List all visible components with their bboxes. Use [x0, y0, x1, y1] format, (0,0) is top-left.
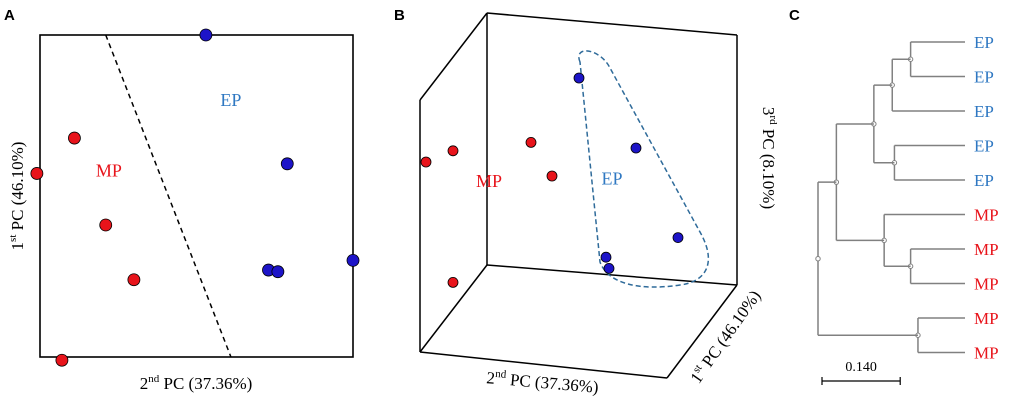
- leaf-label-ep: EP: [974, 171, 994, 190]
- point-mp: [546, 170, 558, 182]
- cube-box: [419, 12, 738, 379]
- leaf-label-mp: MP: [974, 240, 999, 259]
- point-mp: [30, 167, 44, 180]
- leaf-label-mp: MP: [974, 206, 999, 225]
- leaf-label-ep: EP: [974, 68, 994, 87]
- leaf-label-ep: EP: [974, 33, 994, 52]
- point-ep: [600, 251, 612, 263]
- point-ep: [346, 253, 360, 267]
- group-label-ep: EP: [601, 168, 622, 188]
- group-label-mp: MP: [96, 161, 122, 181]
- dendrogram-leaf-labels: EP EP EP EP EP MP MP MP MP MP: [974, 33, 999, 363]
- x-axis-label-b: 2nd PC (37.36%): [486, 367, 600, 397]
- scale-bar-label: 0.140: [845, 360, 877, 375]
- separator-dashed-line: [105, 34, 232, 358]
- y-axis-label-a: 1st PC (46.10%): [7, 142, 27, 251]
- node-marker: [815, 256, 821, 262]
- panel-a-pca-2d: MP EP 2nd PC (37.36%) 1st PC (46.10%): [7, 28, 360, 393]
- point-mp: [447, 276, 459, 288]
- leaf-label-mp: MP: [974, 275, 999, 294]
- x-axis-label-a: 2nd PC (37.36%): [140, 373, 253, 393]
- panel-letter-b: B: [394, 7, 405, 24]
- leaf-label-ep: EP: [974, 137, 994, 156]
- point-mp: [127, 273, 141, 287]
- group-label-mp: MP: [476, 171, 502, 191]
- point-mp: [447, 145, 459, 157]
- point-ep: [271, 265, 285, 279]
- point-mp: [420, 156, 432, 168]
- group-label-ep: EP: [220, 90, 241, 110]
- points-b: [420, 72, 684, 288]
- panel-c-dendrogram: EP EP EP EP EP MP MP MP MP MP 0.140: [815, 33, 999, 385]
- leaf-label-mp: MP: [974, 309, 999, 328]
- point-ep: [630, 142, 642, 154]
- point-mp: [525, 136, 537, 148]
- point-mp: [99, 218, 113, 232]
- point-ep: [199, 28, 213, 42]
- panel-letter-c: C: [789, 7, 800, 24]
- panel-b-pca-3d: MP EP 2nd PC (37.36%) 1st PC (46.10%) 3r…: [419, 12, 779, 397]
- z-axis-label-b: 3rd PC (8.10%): [759, 107, 779, 209]
- panel-letter-a: A: [4, 7, 15, 24]
- points-a: [30, 28, 360, 367]
- leaf-label-mp: MP: [974, 344, 999, 363]
- point-ep: [603, 262, 615, 274]
- ep-cluster-outline: [578, 50, 710, 288]
- point-ep: [672, 232, 684, 244]
- point-ep: [573, 72, 585, 84]
- point-mp: [55, 353, 69, 367]
- point-mp: [68, 131, 81, 145]
- point-ep: [280, 157, 294, 171]
- plot-frame-a: [39, 34, 354, 358]
- dendrogram-branches: [815, 41, 965, 354]
- leaf-label-ep: EP: [974, 102, 994, 121]
